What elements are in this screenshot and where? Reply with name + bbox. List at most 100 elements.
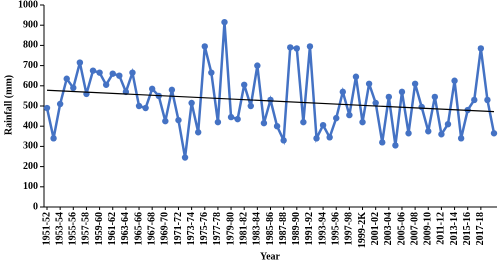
data-point	[484, 96, 491, 104]
x-tick-label: 1953-54	[54, 212, 65, 245]
data-point	[287, 44, 294, 51]
data-point	[254, 62, 261, 69]
data-point	[227, 113, 235, 121]
data-point	[398, 88, 406, 96]
trend-line	[46, 89, 495, 113]
data-point	[457, 135, 465, 142]
data-point	[76, 59, 84, 66]
data-point	[359, 118, 366, 126]
data-point	[201, 43, 208, 50]
data-point	[352, 73, 360, 80]
data-point	[188, 99, 195, 107]
x-tick-label: 2017-18	[475, 212, 486, 245]
y-tick-label: 300	[23, 141, 38, 152]
x-tick-label: 1981-82	[239, 212, 250, 245]
y-tick-label: 0	[33, 201, 38, 212]
data-point	[56, 100, 64, 108]
data-point	[247, 102, 254, 110]
data-point	[241, 81, 248, 88]
y-axis-title: Rainfall (mm)	[3, 75, 14, 135]
data-point	[267, 96, 274, 104]
data-point	[471, 96, 478, 104]
x-tick-label: 1963-64	[120, 212, 131, 245]
data-point	[194, 129, 202, 136]
x-tick-label: 1969-70	[160, 212, 171, 245]
x-tick-label: 1997-98	[344, 212, 355, 245]
data-point	[425, 128, 432, 135]
y-tick-label: 400	[23, 120, 38, 131]
x-tick-label: 1993-94	[317, 212, 328, 245]
data-point	[319, 121, 327, 129]
data-point	[365, 80, 373, 87]
data-point	[385, 93, 393, 101]
data-point	[300, 118, 307, 126]
data-point	[63, 75, 70, 82]
x-tick-label: 1991-92	[304, 212, 315, 245]
x-tick-label: 1995-96	[331, 212, 342, 245]
data-point	[273, 123, 281, 130]
data-point	[148, 85, 156, 93]
x-tick-label: 1973-74	[186, 212, 197, 245]
data-point	[431, 93, 439, 101]
x-tick-label: 1989-90	[291, 212, 302, 245]
x-tick-label: 1961-62	[107, 212, 118, 245]
x-tick-label: 2011-12	[436, 212, 447, 245]
data-point	[50, 135, 57, 142]
x-axis-title: Year	[260, 251, 281, 262]
y-tick-label: 1000	[18, 0, 38, 10]
x-tick-label: 2009-10	[423, 212, 434, 245]
data-point	[306, 43, 314, 50]
data-point	[129, 69, 136, 76]
x-tick-label: 2013-14	[449, 212, 460, 245]
x-tick-label: 1985-86	[265, 212, 276, 245]
x-tick-label: 1975-76	[199, 212, 210, 245]
data-point	[392, 142, 399, 149]
data-point	[477, 45, 485, 52]
data-point	[438, 131, 445, 138]
data-point	[379, 139, 386, 146]
data-point	[181, 154, 189, 161]
data-point	[490, 130, 498, 137]
y-tick-label: 500	[23, 100, 38, 111]
y-tick-label: 800	[23, 40, 38, 51]
data-point	[372, 99, 379, 107]
x-tick-label: 1951-52	[41, 212, 52, 245]
y-tick-label: 600	[23, 80, 38, 91]
x-tick-label: 2001-02	[370, 212, 381, 245]
y-tick-label: 700	[23, 60, 38, 71]
data-point	[280, 137, 287, 144]
data-point	[168, 86, 176, 94]
data-point	[109, 70, 116, 77]
data-point	[293, 45, 300, 52]
data-line	[45, 22, 496, 158]
data-point	[116, 72, 123, 79]
x-tick-label: 1957-58	[81, 212, 92, 245]
y-tick-label: 100	[23, 181, 38, 192]
data-point	[142, 104, 149, 112]
x-tick-label: 1987-88	[278, 212, 289, 245]
x-tick-label: 2015-16	[462, 212, 473, 245]
x-tick-label: 1965-66	[133, 212, 144, 245]
x-tick-label: 1959-60	[94, 212, 105, 245]
data-point	[162, 117, 169, 125]
data-point	[444, 120, 452, 128]
data-point	[346, 111, 353, 119]
y-tick-label: 900	[23, 19, 38, 30]
x-tick-label: 2003-04	[383, 212, 394, 245]
data-point	[208, 69, 215, 76]
x-tick-label: 1979-80	[225, 212, 236, 245]
data-point	[333, 114, 340, 122]
y-tick-label: 200	[23, 161, 38, 172]
x-tick-label: 1999-2K	[357, 212, 368, 248]
data-point	[96, 69, 103, 76]
data-point	[70, 84, 77, 92]
data-point	[234, 115, 241, 123]
data-point	[175, 116, 182, 124]
data-point	[214, 118, 222, 126]
data-point	[43, 104, 51, 112]
x-tick-label: 2005-06	[396, 212, 407, 245]
data-point	[411, 80, 419, 87]
x-tick-label: 1971-72	[173, 212, 184, 245]
data-point	[418, 103, 425, 111]
